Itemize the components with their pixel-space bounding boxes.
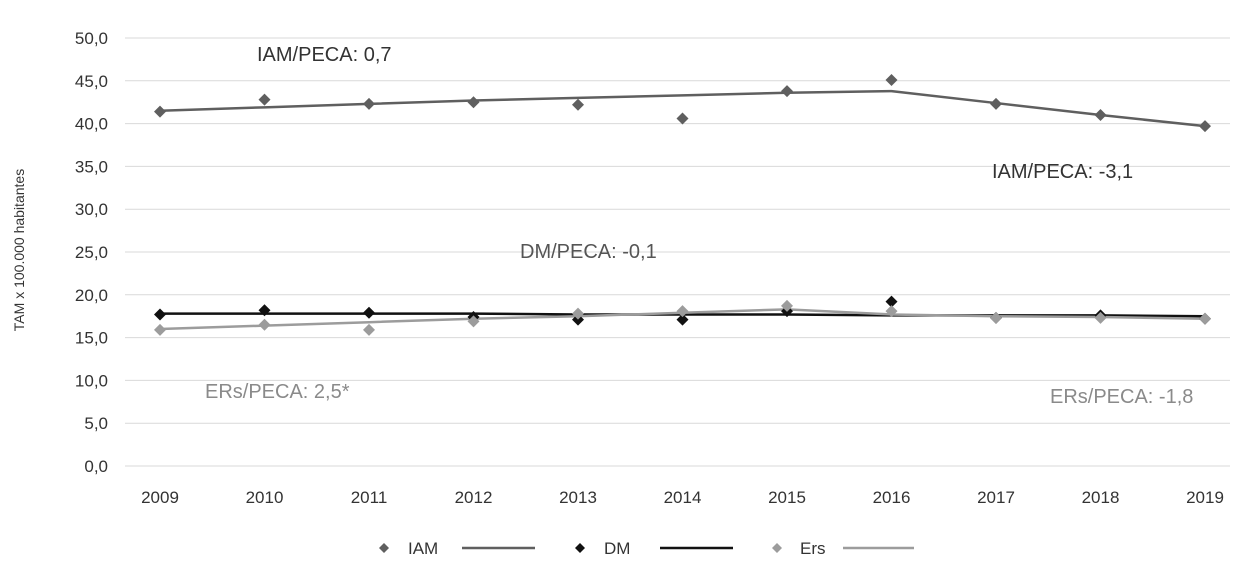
data-point-iam — [1199, 120, 1211, 133]
y-tick-label: 5,0 — [84, 414, 108, 433]
data-point-ers — [258, 318, 271, 331]
y-tick-label: 45,0 — [75, 72, 108, 91]
legend-iam-label: IAM — [408, 539, 438, 558]
annotation-ers-peca-1: ERs/PECA: 2,5* — [205, 381, 350, 403]
x-tick-label: 2010 — [246, 488, 284, 507]
x-axis-ticks: 2009 2010 2011 2012 2013 2014 2015 2016 2017 2018… — [141, 488, 1224, 507]
annotation-iam-peca-1: IAM/PECA: 0,7 — [257, 44, 392, 66]
x-tick-label: 2011 — [351, 488, 388, 507]
legend-item-ers: Ers — [772, 539, 914, 558]
data-point-iam — [467, 96, 480, 109]
data-point-ers — [676, 305, 689, 318]
x-tick-label: 2013 — [559, 488, 597, 507]
annotation-iam-peca-2: IAM/PECA: -3,1 — [992, 161, 1133, 183]
data-point-iam — [363, 97, 375, 110]
data-point-dm — [258, 304, 271, 317]
data-point-ers — [990, 311, 1002, 324]
data-point-iam — [154, 105, 166, 118]
data-point-iam — [990, 97, 1002, 110]
legend-item-dm: DM — [575, 539, 733, 558]
data-point-ers — [885, 305, 898, 318]
y-tick-label: 0,0 — [84, 457, 108, 476]
annotation-dm-peca: DM/PECA: -0,1 — [520, 241, 657, 263]
y-tick-label: 35,0 — [75, 157, 108, 176]
data-point-ers — [781, 299, 793, 312]
y-tick-label: 15,0 — [75, 329, 108, 348]
data-point-iam — [572, 98, 584, 111]
legend: IAM DM Ers — [379, 539, 914, 558]
y-tick-label: 40,0 — [75, 115, 108, 134]
series-lines — [159, 89, 1206, 331]
legend-dm-label: DM — [604, 539, 630, 558]
data-point-ers — [363, 323, 375, 336]
data-point-ers — [467, 315, 480, 328]
data-point-iam — [781, 85, 793, 98]
x-tick-label: 2014 — [664, 488, 702, 507]
x-tick-label: 2012 — [455, 488, 493, 507]
data-point-ers — [572, 307, 584, 320]
legend-ers-marker — [772, 543, 782, 553]
y-tick-label: 30,0 — [75, 200, 108, 219]
data-point-dm — [885, 295, 898, 308]
series-markers — [154, 73, 1211, 336]
gridlines — [125, 37, 1230, 467]
legend-ers-label: Ers — [800, 539, 826, 558]
data-point-ers — [154, 323, 166, 336]
data-point-dm — [154, 308, 166, 321]
data-point-iam — [1094, 109, 1107, 122]
trend-line-iam — [159, 89, 1206, 128]
data-point-iam — [258, 93, 271, 106]
data-point-iam — [885, 73, 898, 86]
x-tick-label: 2018 — [1082, 488, 1120, 507]
y-tick-label: 25,0 — [75, 243, 108, 262]
x-tick-label: 2017 — [977, 488, 1015, 507]
data-point-ers — [1199, 312, 1211, 325]
legend-dm-marker — [575, 543, 585, 553]
y-axis-label: TAM x 100.000 habitantes — [11, 169, 27, 331]
y-tick-label: 20,0 — [75, 286, 108, 305]
x-tick-label: 2015 — [768, 488, 806, 507]
y-tick-label: 50,0 — [75, 29, 108, 48]
legend-iam-marker — [379, 543, 389, 553]
legend-item-iam: IAM — [379, 539, 535, 558]
data-point-ers — [1094, 311, 1107, 324]
x-tick-label: 2016 — [873, 488, 911, 507]
data-point-iam — [676, 112, 689, 125]
x-tick-label: 2019 — [1186, 488, 1224, 507]
y-axis-ticks: 0,0 5,0 10,0 15,0 20,0 25,0 30,0 35,0 40,0 45,0 50… — [75, 29, 108, 476]
y-tick-label: 10,0 — [75, 371, 108, 390]
data-point-dm — [676, 313, 689, 326]
x-tick-label: 2009 — [141, 488, 179, 507]
data-point-dm — [363, 306, 375, 319]
annotation-ers-peca-2: ERs/PECA: -1,8 — [1050, 386, 1193, 408]
